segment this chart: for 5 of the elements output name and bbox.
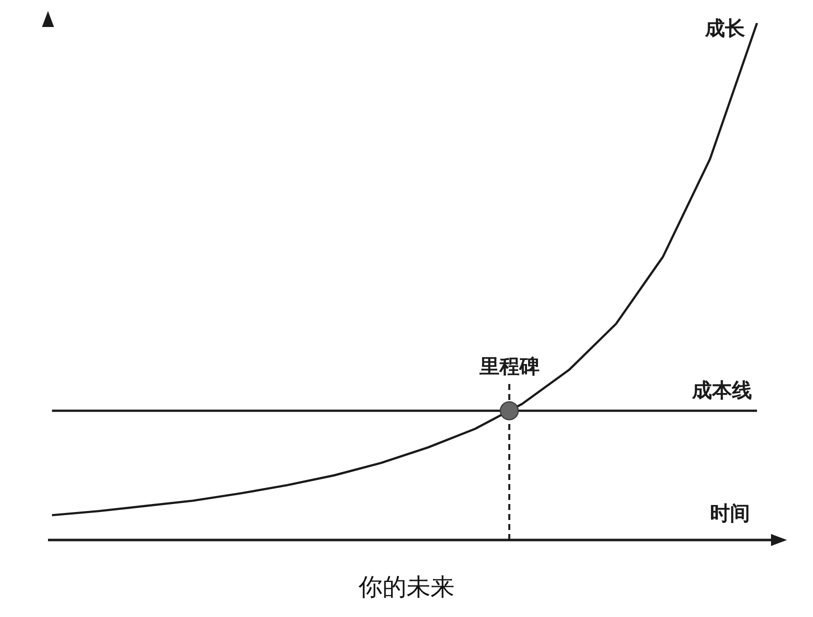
series-label: 成本线 <box>691 378 752 402</box>
text: 你的未来 <box>358 572 456 603</box>
x-axis-title: 时间 <box>710 501 750 525</box>
annotation: 里程碑 <box>478 354 540 378</box>
series-label: 成长 <box>704 16 746 40</box>
